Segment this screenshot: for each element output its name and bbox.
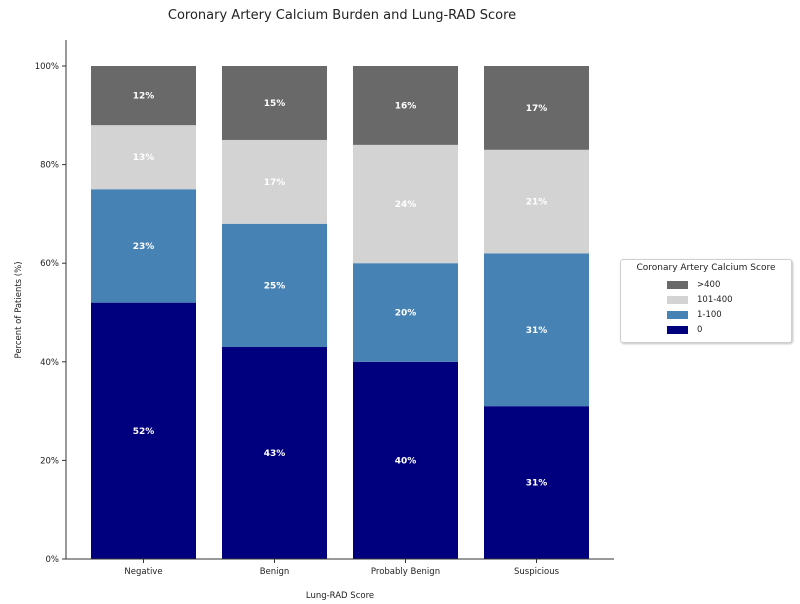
bar-suspicious-0 — [484, 406, 589, 559]
x-ticks: Negative Benign Probably Benign Suspicious — [124, 559, 560, 577]
y-tick-label-2: 40% — [40, 358, 59, 368]
legend: Coronary Artery Calcium Score >400 101-4… — [620, 259, 792, 343]
bars-layer — [91, 66, 589, 559]
legend-item-1-100: 1-100 — [667, 309, 722, 321]
bar-negative-101-400 — [91, 125, 196, 190]
bar-negative-0 — [91, 302, 196, 559]
y-tick-label-3: 60% — [40, 259, 59, 269]
legend-item-gt400: >400 — [667, 279, 720, 291]
data-label-suspicious-1-100: 31% — [526, 326, 548, 336]
legend-title: Coronary Artery Calcium Score — [636, 263, 776, 273]
data-label-negative-101-400: 13% — [133, 153, 155, 163]
chart-title: Coronary Artery Calcium Burden and Lung-… — [168, 8, 516, 23]
y-tick-label-0: 0% — [46, 555, 60, 565]
legend-swatch-1-100 — [667, 311, 688, 319]
bar-probably-benign-1-100 — [353, 263, 458, 362]
y-tick-label-5: 100% — [35, 62, 59, 72]
bar-benign-0 — [222, 347, 327, 559]
bar-benign-gt400 — [222, 66, 327, 140]
bar-negative-1-100 — [91, 189, 196, 303]
data-label-benign-0: 43% — [264, 449, 286, 459]
x-tick-label-benign: Benign — [260, 567, 290, 577]
data-label-suspicious-101-400: 21% — [526, 198, 548, 208]
data-label-probably-benign-1-100: 20% — [395, 309, 417, 319]
y-tick-label-1: 20% — [40, 456, 59, 466]
x-tick-label-suspicious: Suspicious — [514, 567, 560, 577]
data-label-benign-101-400: 17% — [264, 178, 286, 188]
legend-swatch-0 — [667, 326, 688, 334]
legend-swatch-101-400 — [667, 296, 688, 304]
y-axis-label: Percent of Patients (%) — [14, 261, 24, 358]
data-label-probably-benign-0: 40% — [395, 456, 417, 466]
y-ticks: 0% 20% 40% 60% 80% 100% — [35, 62, 66, 565]
legend-label-1-100: 1-100 — [697, 310, 722, 320]
x-tick-label-negative: Negative — [124, 567, 162, 577]
data-labels-layer: 52% 23% 13% 12% 43% 25% 17% 15% 40% 20% 24% 16% 31% 3… — [133, 92, 548, 489]
bar-probably-benign-gt400 — [353, 66, 458, 145]
data-label-probably-benign-gt400: 16% — [395, 101, 417, 111]
data-label-negative-gt400: 12% — [133, 92, 155, 102]
y-tick-label-4: 80% — [40, 161, 59, 171]
data-label-probably-benign-101-400: 24% — [395, 200, 417, 210]
bar-negative-gt400 — [91, 66, 196, 126]
data-label-benign-1-100: 25% — [264, 281, 286, 291]
bar-probably-benign-101-400 — [353, 144, 458, 264]
legend-swatch-gt400 — [667, 281, 688, 289]
bar-benign-101-400 — [222, 139, 327, 224]
legend-label-0: 0 — [697, 325, 703, 335]
bar-benign-1-100 — [222, 223, 327, 348]
bar-probably-benign-0 — [353, 361, 458, 559]
bar-suspicious-1-100 — [484, 253, 589, 407]
data-label-suspicious-0: 31% — [526, 479, 548, 489]
bar-suspicious-gt400 — [484, 66, 589, 150]
bar-suspicious-101-400 — [484, 149, 589, 254]
x-tick-label-probably-benign: Probably Benign — [371, 567, 440, 577]
x-axis-label: Lung-RAD Score — [306, 591, 374, 601]
legend-label-gt400: >400 — [697, 280, 721, 290]
data-label-suspicious-gt400: 17% — [526, 104, 548, 114]
data-label-negative-1-100: 23% — [133, 242, 155, 252]
data-label-negative-0: 52% — [133, 427, 155, 437]
legend-label-101-400: 101-400 — [697, 295, 733, 305]
data-label-benign-gt400: 15% — [264, 99, 286, 109]
legend-item-101-400: 101-400 — [667, 294, 733, 306]
legend-item-0: 0 — [667, 324, 702, 336]
